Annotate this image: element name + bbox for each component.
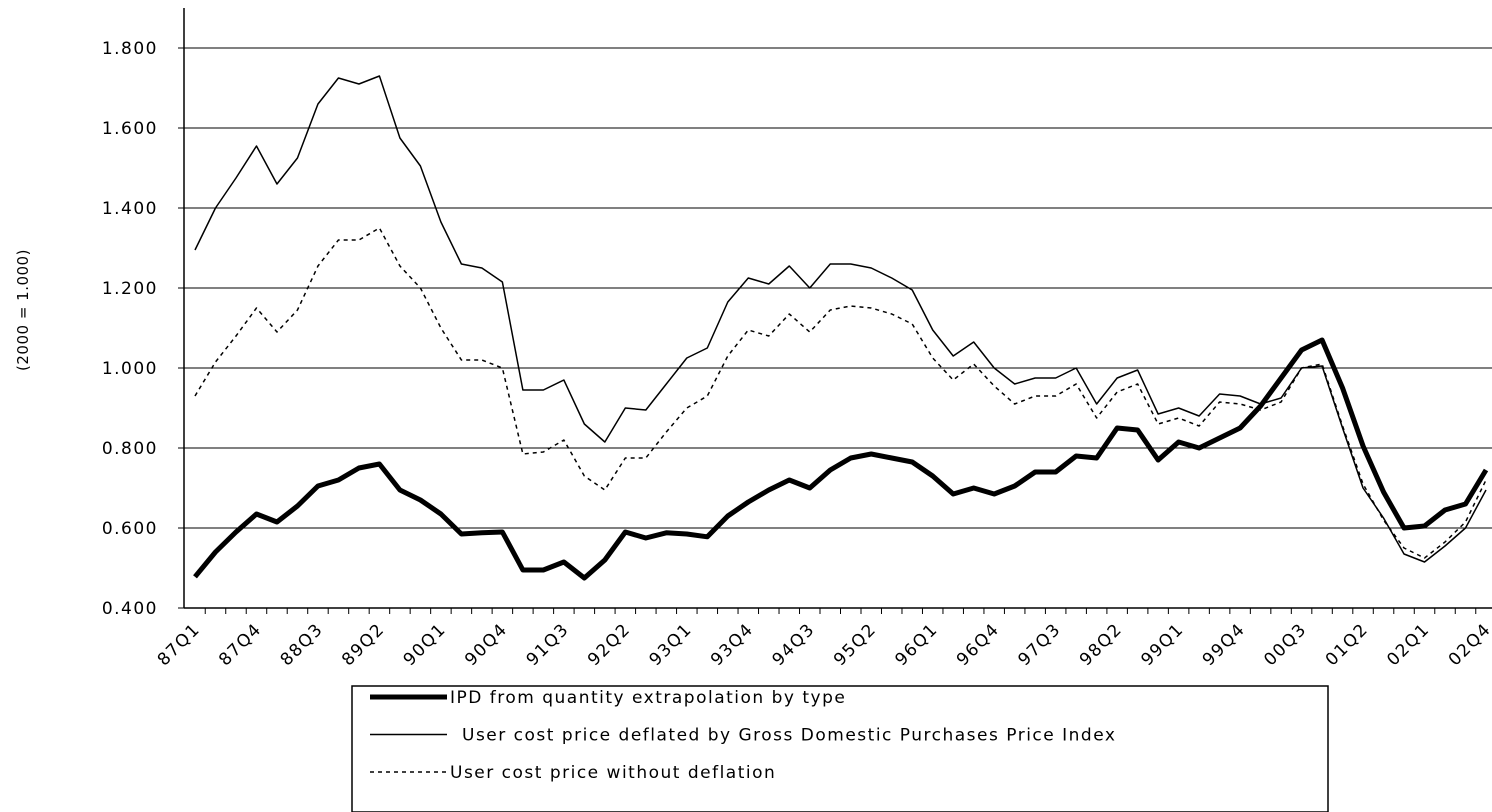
y-tick-label: 1.400 xyxy=(102,199,158,219)
y-tick-label: 1.800 xyxy=(102,39,158,59)
x-tick-label: 89Q2 xyxy=(338,619,389,670)
data-line xyxy=(194,75,1487,563)
y-tick-label: 1.600 xyxy=(102,119,158,139)
y-tick-label: 0.600 xyxy=(102,519,158,539)
y-tick-label: 0.800 xyxy=(102,439,158,459)
legend-box xyxy=(351,685,1329,812)
x-tick-label: 02Q1 xyxy=(1383,619,1434,670)
x-tick-label: 93Q4 xyxy=(707,619,758,670)
legend-label: User cost price deflated by Gross Domest… xyxy=(462,726,1116,746)
x-tick-label: 92Q2 xyxy=(584,619,635,670)
x-tick-label: 97Q3 xyxy=(1014,619,1065,670)
x-tick-label: 98Q2 xyxy=(1076,619,1127,670)
y-tick-label: 1.000 xyxy=(102,359,158,379)
x-tick-label: 87Q1 xyxy=(154,619,205,670)
x-tick-label: 95Q2 xyxy=(830,619,881,670)
x-tick-label: 90Q4 xyxy=(461,619,512,670)
x-tick-label: 99Q1 xyxy=(1137,619,1188,670)
legend-label: IPD from quantity extrapolation by type xyxy=(450,688,846,708)
x-tick-label: 01Q2 xyxy=(1322,619,1373,670)
y-axis-title: (2000 = 1.000) xyxy=(14,249,32,371)
data-line xyxy=(193,337,1489,581)
x-tick-label: 94Q3 xyxy=(768,619,819,670)
y-tick-label: 0.400 xyxy=(102,599,158,619)
x-tick-label: 88Q3 xyxy=(277,619,328,670)
x-tick-label: 90Q1 xyxy=(400,619,451,670)
legend-label: User cost price without deflation xyxy=(450,763,776,783)
x-tick-label: 02Q4 xyxy=(1445,619,1492,670)
data-line xyxy=(194,227,1487,559)
y-tick-label: 1.200 xyxy=(102,279,158,299)
x-tick-label: 99Q4 xyxy=(1199,619,1250,670)
x-tick-label: 96Q1 xyxy=(891,619,942,670)
x-tick-label: 93Q1 xyxy=(646,619,697,670)
x-tick-label: 00Q3 xyxy=(1260,619,1311,670)
x-tick-label: 87Q4 xyxy=(215,619,266,670)
x-tick-label: 96Q4 xyxy=(953,619,1004,670)
x-tick-label: 91Q3 xyxy=(523,619,574,670)
